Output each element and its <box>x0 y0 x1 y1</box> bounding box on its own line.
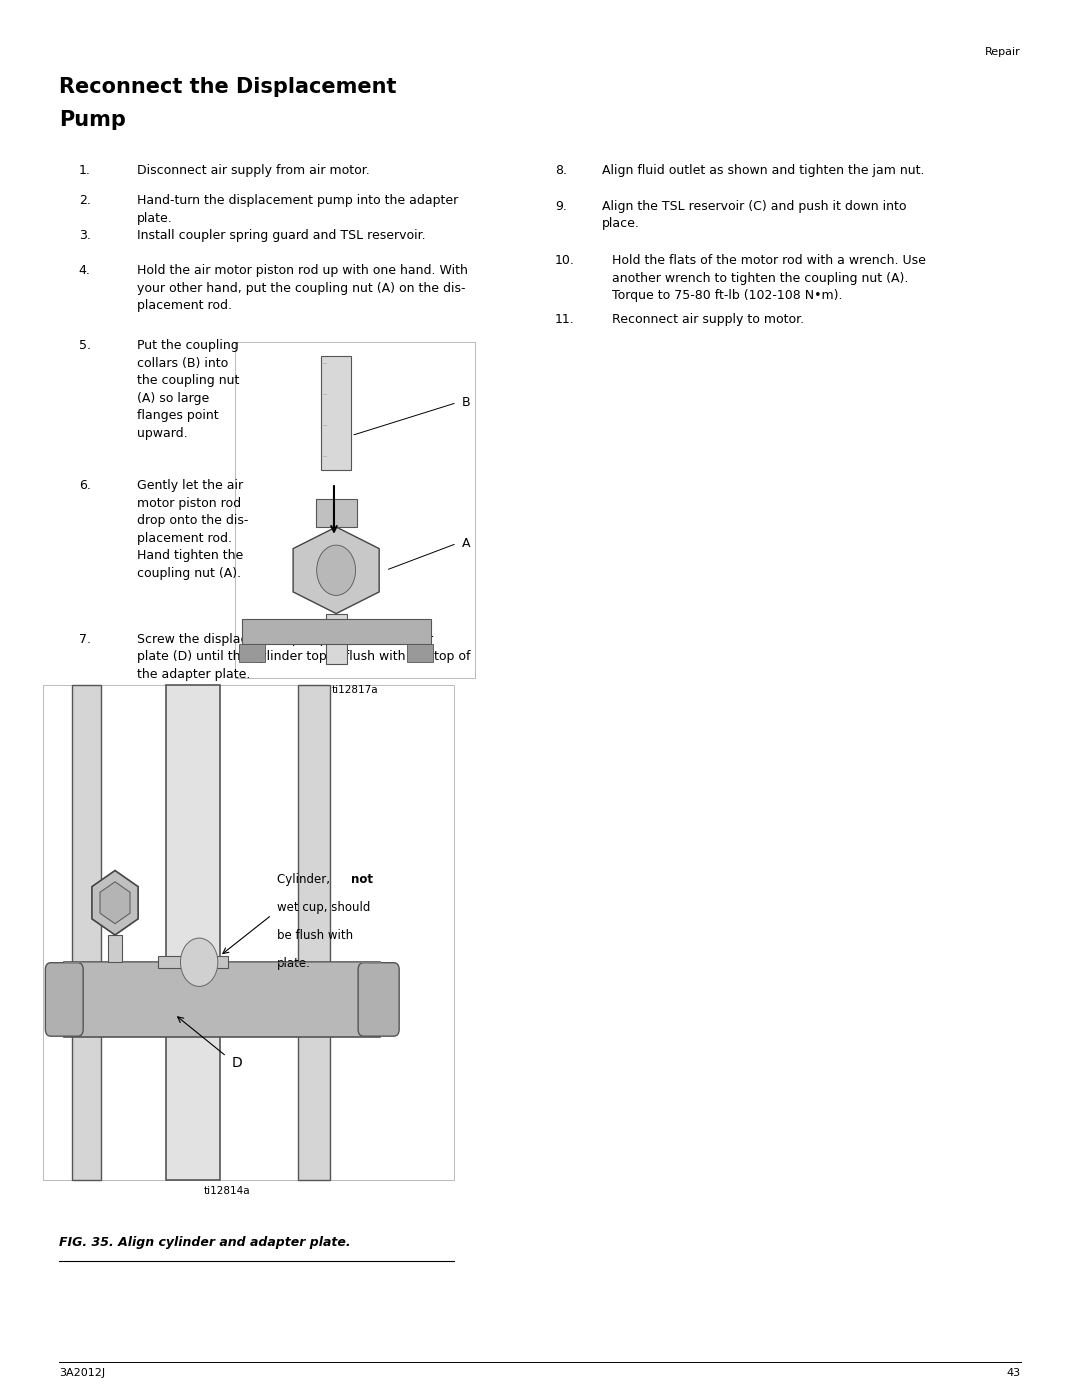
Text: 11.: 11. <box>555 313 575 326</box>
FancyBboxPatch shape <box>45 963 83 1037</box>
Text: A: A <box>462 536 471 550</box>
FancyBboxPatch shape <box>298 685 330 1180</box>
FancyBboxPatch shape <box>235 342 475 678</box>
FancyBboxPatch shape <box>166 685 219 1180</box>
Polygon shape <box>92 870 138 935</box>
Text: be flush with: be flush with <box>278 929 353 942</box>
Circle shape <box>180 939 218 986</box>
Text: 3.: 3. <box>79 229 91 242</box>
Text: wet cup, should: wet cup, should <box>278 901 370 914</box>
Text: Gently let the air
motor piston rod
drop onto the dis-
placement rod.
Hand tight: Gently let the air motor piston rod drop… <box>137 479 248 580</box>
FancyBboxPatch shape <box>242 619 431 644</box>
Text: Hold the flats of the motor rod with a wrench. Use
another wrench to tighten the: Hold the flats of the motor rod with a w… <box>612 254 927 302</box>
FancyBboxPatch shape <box>359 963 400 1037</box>
Text: Pump: Pump <box>59 110 126 130</box>
Text: Install coupler spring guard and TSL reservoir.: Install coupler spring guard and TSL res… <box>137 229 426 242</box>
FancyBboxPatch shape <box>108 935 122 963</box>
Text: 10.: 10. <box>555 254 575 267</box>
Text: 1.: 1. <box>79 165 91 177</box>
Text: not: not <box>351 873 373 886</box>
FancyBboxPatch shape <box>325 613 347 664</box>
Text: ti12817a: ti12817a <box>332 685 379 694</box>
Polygon shape <box>293 527 379 613</box>
FancyBboxPatch shape <box>158 956 228 968</box>
Text: 43: 43 <box>1007 1368 1021 1377</box>
Text: Repair: Repair <box>985 47 1021 57</box>
FancyBboxPatch shape <box>321 356 351 469</box>
Text: Screw the displacement pump into the adapter
plate (D) until the cylinder top is: Screw the displacement pump into the ada… <box>137 633 471 680</box>
Text: Hand-turn the displacement pump into the adapter
plate.: Hand-turn the displacement pump into the… <box>137 194 458 225</box>
Text: Align the TSL reservoir (C) and push it down into
place.: Align the TSL reservoir (C) and push it … <box>602 200 906 231</box>
Text: ti12814a: ti12814a <box>203 1186 251 1196</box>
Text: D: D <box>232 1056 243 1070</box>
Text: Hold the air motor piston rod up with one hand. With
your other hand, put the co: Hold the air motor piston rod up with on… <box>137 264 468 312</box>
Text: plate.: plate. <box>278 957 311 970</box>
Text: 7.: 7. <box>79 633 91 645</box>
Text: Reconnect the Displacement: Reconnect the Displacement <box>59 77 397 96</box>
Text: 8.: 8. <box>555 165 567 177</box>
Polygon shape <box>100 882 130 923</box>
Circle shape <box>316 545 355 595</box>
FancyBboxPatch shape <box>315 499 356 527</box>
Text: FIG. 35. Align cylinder and adapter plate.: FIG. 35. Align cylinder and adapter plat… <box>59 1236 351 1249</box>
Text: 2.: 2. <box>79 194 91 207</box>
FancyBboxPatch shape <box>72 685 100 1180</box>
FancyBboxPatch shape <box>64 963 380 1037</box>
FancyBboxPatch shape <box>407 644 433 662</box>
Text: Disconnect air supply from air motor.: Disconnect air supply from air motor. <box>137 165 370 177</box>
Text: 3A2012J: 3A2012J <box>59 1368 106 1377</box>
Text: 4.: 4. <box>79 264 91 277</box>
Text: 5.: 5. <box>79 339 91 352</box>
Text: Put the coupling
collars (B) into
the coupling nut
(A) so large
flanges point
up: Put the coupling collars (B) into the co… <box>137 339 240 440</box>
Text: B: B <box>462 397 471 409</box>
Text: Reconnect air supply to motor.: Reconnect air supply to motor. <box>612 313 805 326</box>
Text: 6.: 6. <box>79 479 91 492</box>
FancyBboxPatch shape <box>43 685 454 1180</box>
Text: Align fluid outlet as shown and tighten the jam nut.: Align fluid outlet as shown and tighten … <box>602 165 924 177</box>
FancyBboxPatch shape <box>240 644 266 662</box>
Text: 9.: 9. <box>555 200 567 212</box>
Text: Cylinder,: Cylinder, <box>278 873 334 886</box>
